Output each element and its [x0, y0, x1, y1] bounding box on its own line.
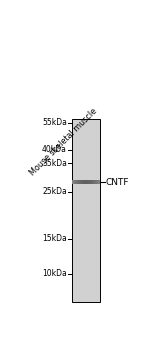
Text: 15kDa: 15kDa [42, 234, 67, 243]
Text: 25kDa: 25kDa [42, 187, 67, 196]
Text: Mouse skeletal muscle: Mouse skeletal muscle [28, 106, 98, 177]
Text: 55kDa: 55kDa [42, 118, 67, 127]
Bar [72, 119, 100, 302]
Bar [72, 119, 100, 302]
Text: 35kDa: 35kDa [42, 159, 67, 168]
Text: 10kDa: 10kDa [42, 269, 67, 278]
Text: CNTF: CNTF [105, 178, 129, 187]
Text: 40kDa: 40kDa [42, 145, 67, 154]
